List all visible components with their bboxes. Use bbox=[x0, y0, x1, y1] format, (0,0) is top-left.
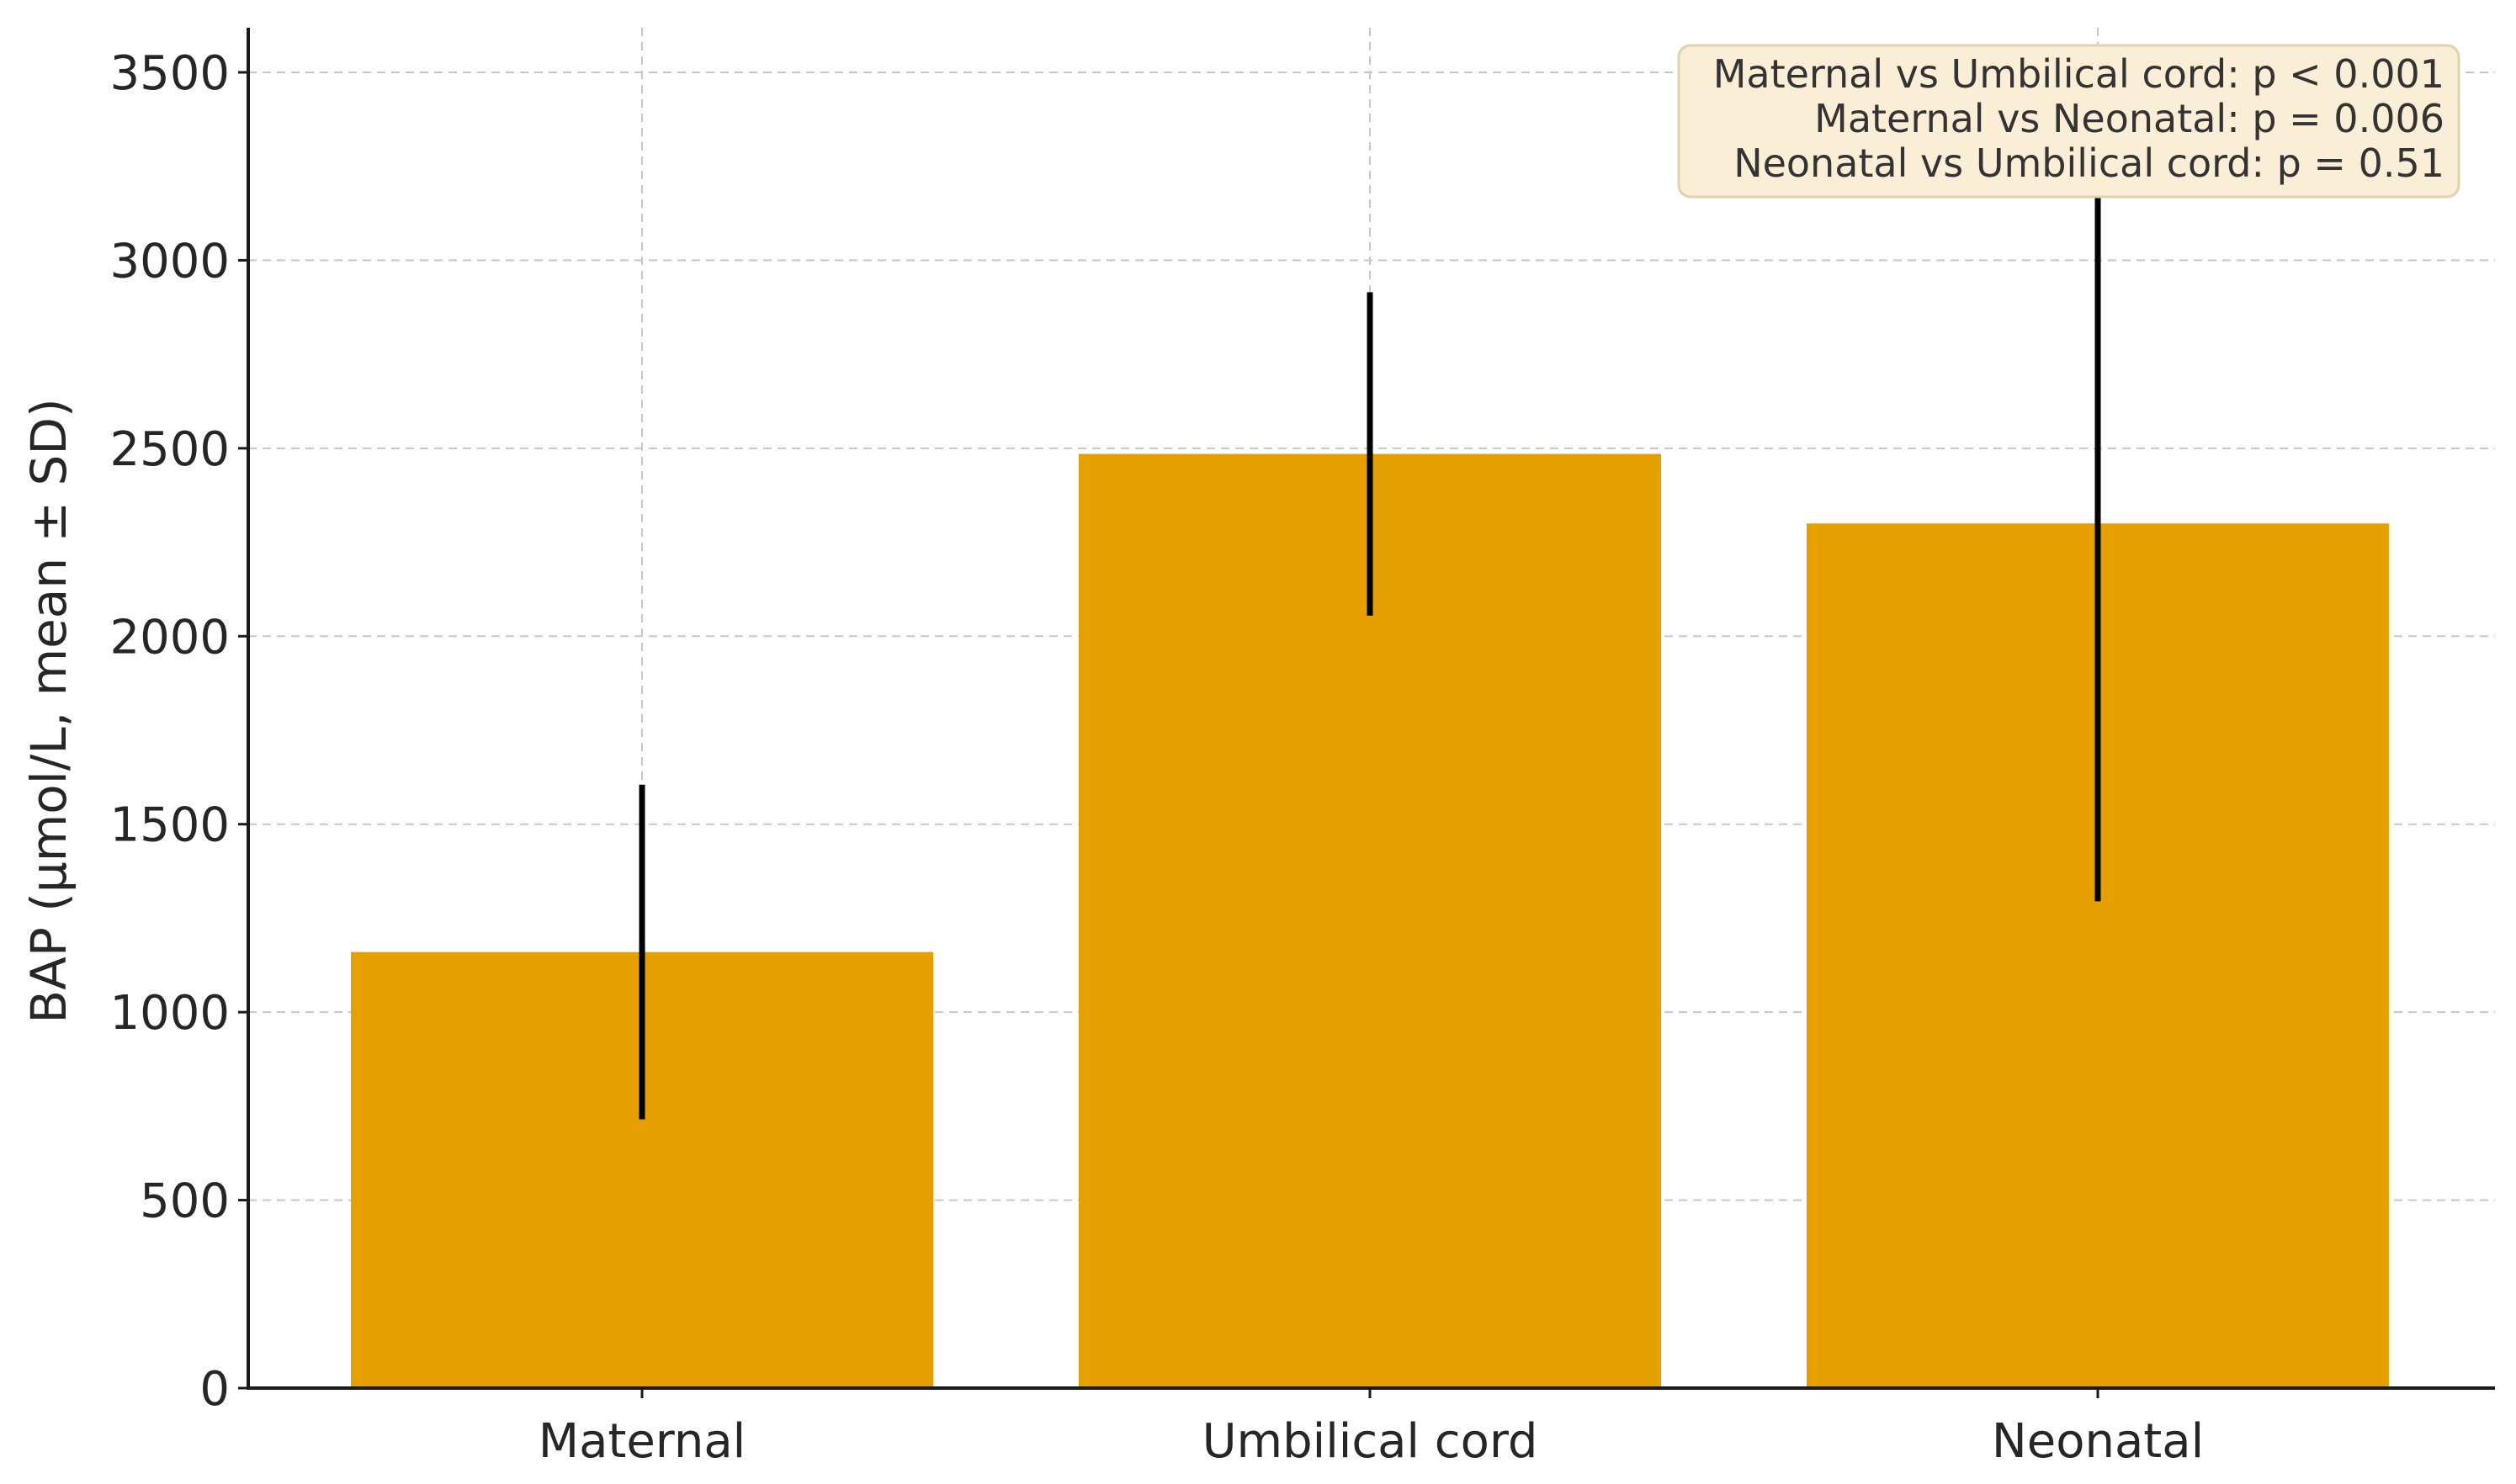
x-ticks: Maternal Umbilical cord Neonatal bbox=[539, 1388, 2204, 1469]
y-tick-label: 0 bbox=[199, 1362, 230, 1417]
annotation-box bbox=[1677, 44, 2460, 199]
y-tick-label: 3000 bbox=[109, 234, 230, 289]
y-tick-label: 500 bbox=[140, 1174, 230, 1229]
y-axis-label: BAP (μmol/L, mean ± SD) bbox=[20, 398, 77, 1023]
x-tick-label: Neonatal bbox=[1992, 1414, 2204, 1469]
annotation-line-3: Neonatal vs Umbilical cord: p = 0.51 bbox=[1733, 140, 2444, 186]
y-tick-label: 1000 bbox=[109, 986, 230, 1041]
x-tick-label: Maternal bbox=[539, 1414, 746, 1469]
annotation-line-1: Maternal vs Umbilical cord: p < 0.001 bbox=[1713, 51, 2444, 97]
y-tick-label: 2500 bbox=[109, 422, 230, 477]
annotation-line-2: Maternal vs Neonatal: p = 0.006 bbox=[1814, 96, 2444, 141]
y-tick-label: 3500 bbox=[109, 46, 230, 101]
p-value-annotation: Maternal vs Umbilical cord: p < 0.001 Ma… bbox=[1677, 44, 2460, 199]
error-bar-layer bbox=[639, 146, 2101, 1120]
y-tick-label: 1500 bbox=[109, 798, 230, 853]
y-tick-label: 2000 bbox=[109, 610, 230, 665]
y-ticks: 0 500 1000 1500 2000 2500 3000 3500 bbox=[109, 46, 248, 1417]
x-tick-label: Umbilical cord bbox=[1202, 1414, 1538, 1469]
